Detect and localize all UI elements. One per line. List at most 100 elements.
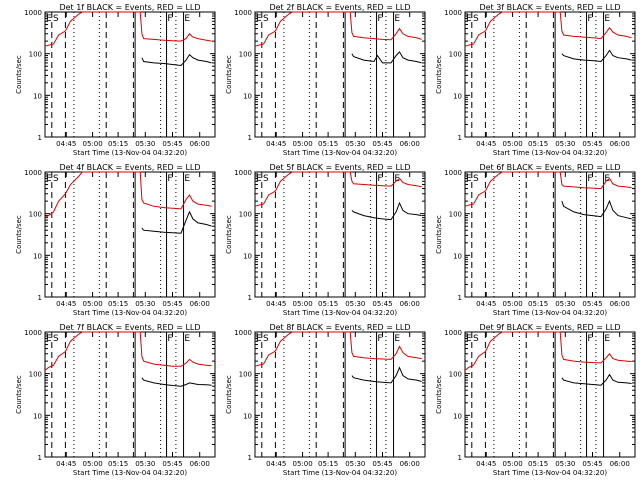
x-tick-label: 05:30 [135, 300, 155, 308]
marker-label-e2: E [604, 174, 610, 184]
plot-frame [464, 331, 636, 458]
marker-label-e: E [466, 174, 472, 184]
marker-label-s: S [263, 14, 269, 24]
x-tick-label: 06:00 [400, 140, 420, 148]
x-tick-label: 05:15 [108, 140, 128, 148]
x-tick-label: 05:30 [345, 300, 365, 308]
marker-label-s: S [473, 334, 479, 344]
plot-frame [254, 11, 426, 138]
lld-series-line [464, 171, 632, 207]
chart-panel-7: Det 7f BLACK = Events, RED = LLD 1 10 100 10… [15, 323, 216, 477]
chart-panel-1: Det 1f BLACK = Events, RED = LLD 1 10 100 10… [15, 3, 216, 157]
chart-panel-5: Det 5f BLACK = Events, RED = LLD 1 10 100 10… [225, 163, 426, 317]
x-tick-label: 05:30 [135, 460, 155, 468]
marker-label-f: F [587, 174, 592, 184]
x-tick-label: 05:15 [528, 140, 548, 148]
marker-label-f: F [377, 174, 382, 184]
y-tick-label: 1000 [24, 169, 42, 177]
chart-title: Det 5f BLACK = Events, RED = LLD [269, 163, 410, 172]
x-tick-label: 05:30 [555, 460, 575, 468]
marker-label-e2: E [394, 334, 400, 344]
chart-panel-4: Det 4f BLACK = Events, RED = LLD 1 10 100 10… [15, 163, 216, 317]
y-tick-label: 10 [33, 92, 42, 100]
x-tick-label: 06:00 [190, 460, 210, 468]
x-tick-label: 05:15 [108, 460, 128, 468]
x-tick-label: 05:15 [528, 300, 548, 308]
y-tick-label: 10 [453, 412, 462, 420]
marker-label-f: F [587, 334, 592, 344]
y-axis-label: Counts/sec [435, 55, 443, 94]
plot-frame [464, 171, 636, 298]
y-axis-label: Counts/sec [15, 215, 23, 254]
y-axis-label: Counts/sec [225, 215, 233, 254]
x-tick-label: 05:00 [83, 300, 103, 308]
marker-label-e2: E [604, 334, 610, 344]
x-tick-label: 04:45 [266, 300, 286, 308]
x-tick-label: 05:00 [293, 140, 313, 148]
plot-frame [254, 331, 426, 458]
y-tick-label: 1000 [234, 169, 252, 177]
y-tick-label: 10 [243, 412, 252, 420]
events-series-line [141, 210, 212, 234]
marker-label-e: E [466, 334, 472, 344]
marker-label-s: S [53, 174, 59, 184]
y-tick-label: 1000 [234, 329, 252, 337]
y-tick-label: 100 [449, 211, 462, 219]
x-tick-label: 05:30 [345, 140, 365, 148]
marker-label-e2: E [184, 14, 190, 24]
events-series-line [561, 199, 632, 220]
events-series-line [351, 51, 422, 64]
x-axis-label: Start Time (13-Nov-04 04:32:20) [73, 309, 187, 317]
chart-title: Det 7f BLACK = Events, RED = LLD [59, 323, 200, 332]
x-tick-label: 05:45 [582, 300, 602, 308]
chart-panel-2: Det 2f BLACK = Events, RED = LLD 1 10 100 10… [225, 3, 426, 157]
marker-label-e2: E [184, 334, 190, 344]
marker-label-s: S [263, 174, 269, 184]
x-tick-label: 04:45 [266, 140, 286, 148]
marker-label-f: F [377, 14, 382, 24]
y-axis-label: Counts/sec [15, 375, 23, 414]
lld-series-line [464, 331, 632, 371]
events-series-line [351, 201, 422, 221]
x-tick-label: 05:45 [582, 460, 602, 468]
y-tick-label: 10 [33, 252, 42, 260]
y-tick-label: 100 [29, 371, 42, 379]
x-tick-label: 04:45 [56, 300, 76, 308]
y-tick-label: 10 [453, 92, 462, 100]
x-axis-label: Start Time (13-Nov-04 04:32:20) [493, 149, 607, 157]
chart-panel-9: Det 9f BLACK = Events, RED = LLD 1 10 100 10… [435, 323, 636, 477]
marker-label-f: F [167, 174, 172, 184]
marker-label-e2: E [604, 14, 610, 24]
chart-title: Det 3f BLACK = Events, RED = LLD [479, 3, 620, 12]
y-tick-label: 10 [33, 412, 42, 420]
y-tick-label: 1000 [24, 329, 42, 337]
x-tick-label: 06:00 [190, 140, 210, 148]
plot-frame [254, 171, 426, 298]
chart-title: Det 6f BLACK = Events, RED = LLD [479, 163, 620, 172]
y-axis-label: Counts/sec [225, 375, 233, 414]
events-series-line [561, 49, 632, 63]
marker-label-s: S [473, 174, 479, 184]
x-axis-label: Start Time (13-Nov-04 04:32:20) [493, 469, 607, 477]
x-tick-label: 05:00 [503, 460, 523, 468]
x-tick-label: 05:30 [555, 300, 575, 308]
plot-frame [44, 331, 216, 458]
y-tick-label: 100 [29, 211, 42, 219]
lld-series-line [464, 11, 632, 47]
marker-label-s: S [263, 334, 269, 344]
x-tick-label: 05:15 [318, 300, 338, 308]
y-tick-label: 1 [248, 134, 252, 142]
x-tick-label: 04:45 [266, 460, 286, 468]
x-axis-label: Start Time (13-Nov-04 04:32:20) [283, 309, 397, 317]
plot-frame [464, 11, 636, 138]
y-tick-label: 1000 [24, 9, 42, 17]
x-tick-label: 04:45 [476, 300, 496, 308]
lld-series-line [254, 171, 422, 207]
marker-label-f: F [587, 14, 592, 24]
y-tick-label: 1 [458, 454, 462, 462]
x-axis-label: Start Time (13-Nov-04 04:32:20) [73, 469, 187, 477]
marker-label-e: E [256, 174, 262, 184]
x-tick-label: 06:00 [190, 300, 210, 308]
x-tick-label: 05:45 [372, 460, 392, 468]
